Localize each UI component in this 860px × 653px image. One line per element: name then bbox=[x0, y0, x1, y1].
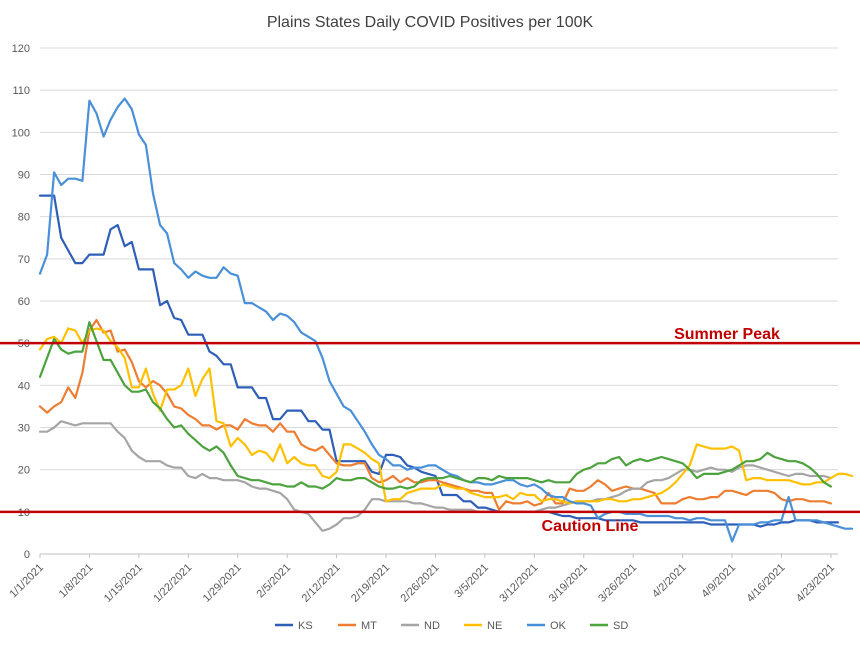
data-series bbox=[38, 97, 854, 543]
y-tick-label: 100 bbox=[12, 127, 30, 139]
legend-label-nd: ND bbox=[424, 620, 440, 632]
x-tick-label: 3/5/2021 bbox=[452, 562, 491, 601]
x-tick-label: 1/22/2021 bbox=[151, 562, 194, 605]
y-tick-label: 20 bbox=[18, 465, 30, 477]
x-tick-label: 1/8/2021 bbox=[57, 562, 96, 601]
x-tick-label: 1/15/2021 bbox=[102, 562, 145, 605]
reference-line-label: Summer Peak bbox=[674, 326, 780, 343]
series-line-nd bbox=[38, 420, 833, 532]
x-tick-label: 3/26/2021 bbox=[596, 562, 639, 605]
series-line-mt bbox=[38, 318, 833, 511]
series-line-ok bbox=[38, 97, 854, 543]
legend-label-ks: KS bbox=[298, 620, 313, 632]
x-tick-label: 2/12/2021 bbox=[300, 562, 343, 605]
x-tick-label: 1/1/2021 bbox=[7, 562, 46, 601]
y-axis-tick-labels: 0102030405060708090100110120 bbox=[12, 43, 30, 561]
y-tick-label: 40 bbox=[18, 380, 30, 392]
x-axis-tick-labels: 1/1/2021 1/8/2021 1/15/2021 1/22/2021 1/29/2… bbox=[7, 554, 837, 605]
y-tick-label: 90 bbox=[18, 170, 30, 182]
x-tick-label: 2/5/2021 bbox=[255, 562, 294, 601]
x-tick-label: 1/29/2021 bbox=[201, 562, 244, 605]
series-line-sd bbox=[38, 321, 833, 490]
x-tick-label: 4/23/2021 bbox=[794, 562, 837, 605]
legend-label-mt: MT bbox=[361, 620, 377, 632]
y-tick-label: 30 bbox=[18, 423, 30, 435]
y-tick-label: 0 bbox=[24, 549, 30, 561]
y-tick-label: 70 bbox=[18, 254, 30, 266]
x-tick-label: 3/19/2021 bbox=[547, 562, 590, 605]
legend: KS MT ND NE OK SD bbox=[275, 620, 628, 632]
legend-label-ok: OK bbox=[550, 620, 567, 632]
y-tick-label: 80 bbox=[18, 212, 30, 224]
chart-title: Plains States Daily COVID Positives per … bbox=[267, 14, 594, 31]
y-tick-label: 120 bbox=[12, 43, 30, 55]
x-tick-label: 4/9/2021 bbox=[699, 562, 738, 601]
legend-label-sd: SD bbox=[613, 620, 628, 632]
x-tick-label: 4/2/2021 bbox=[650, 562, 689, 601]
y-tick-label: 60 bbox=[18, 296, 30, 308]
legend-label-ne: NE bbox=[487, 620, 502, 632]
reference-line-label: Caution Line bbox=[542, 518, 639, 535]
series-line-ne bbox=[38, 327, 854, 505]
x-tick-label: 4/16/2021 bbox=[745, 562, 788, 605]
series-line-ks bbox=[38, 194, 840, 528]
x-tick-label: 2/19/2021 bbox=[349, 562, 392, 605]
y-tick-label: 110 bbox=[12, 85, 30, 97]
reference-lines: Summer Peak Caution Line bbox=[0, 326, 860, 535]
x-tick-label: 2/26/2021 bbox=[399, 562, 442, 605]
x-tick-label: 3/12/2021 bbox=[497, 562, 540, 605]
